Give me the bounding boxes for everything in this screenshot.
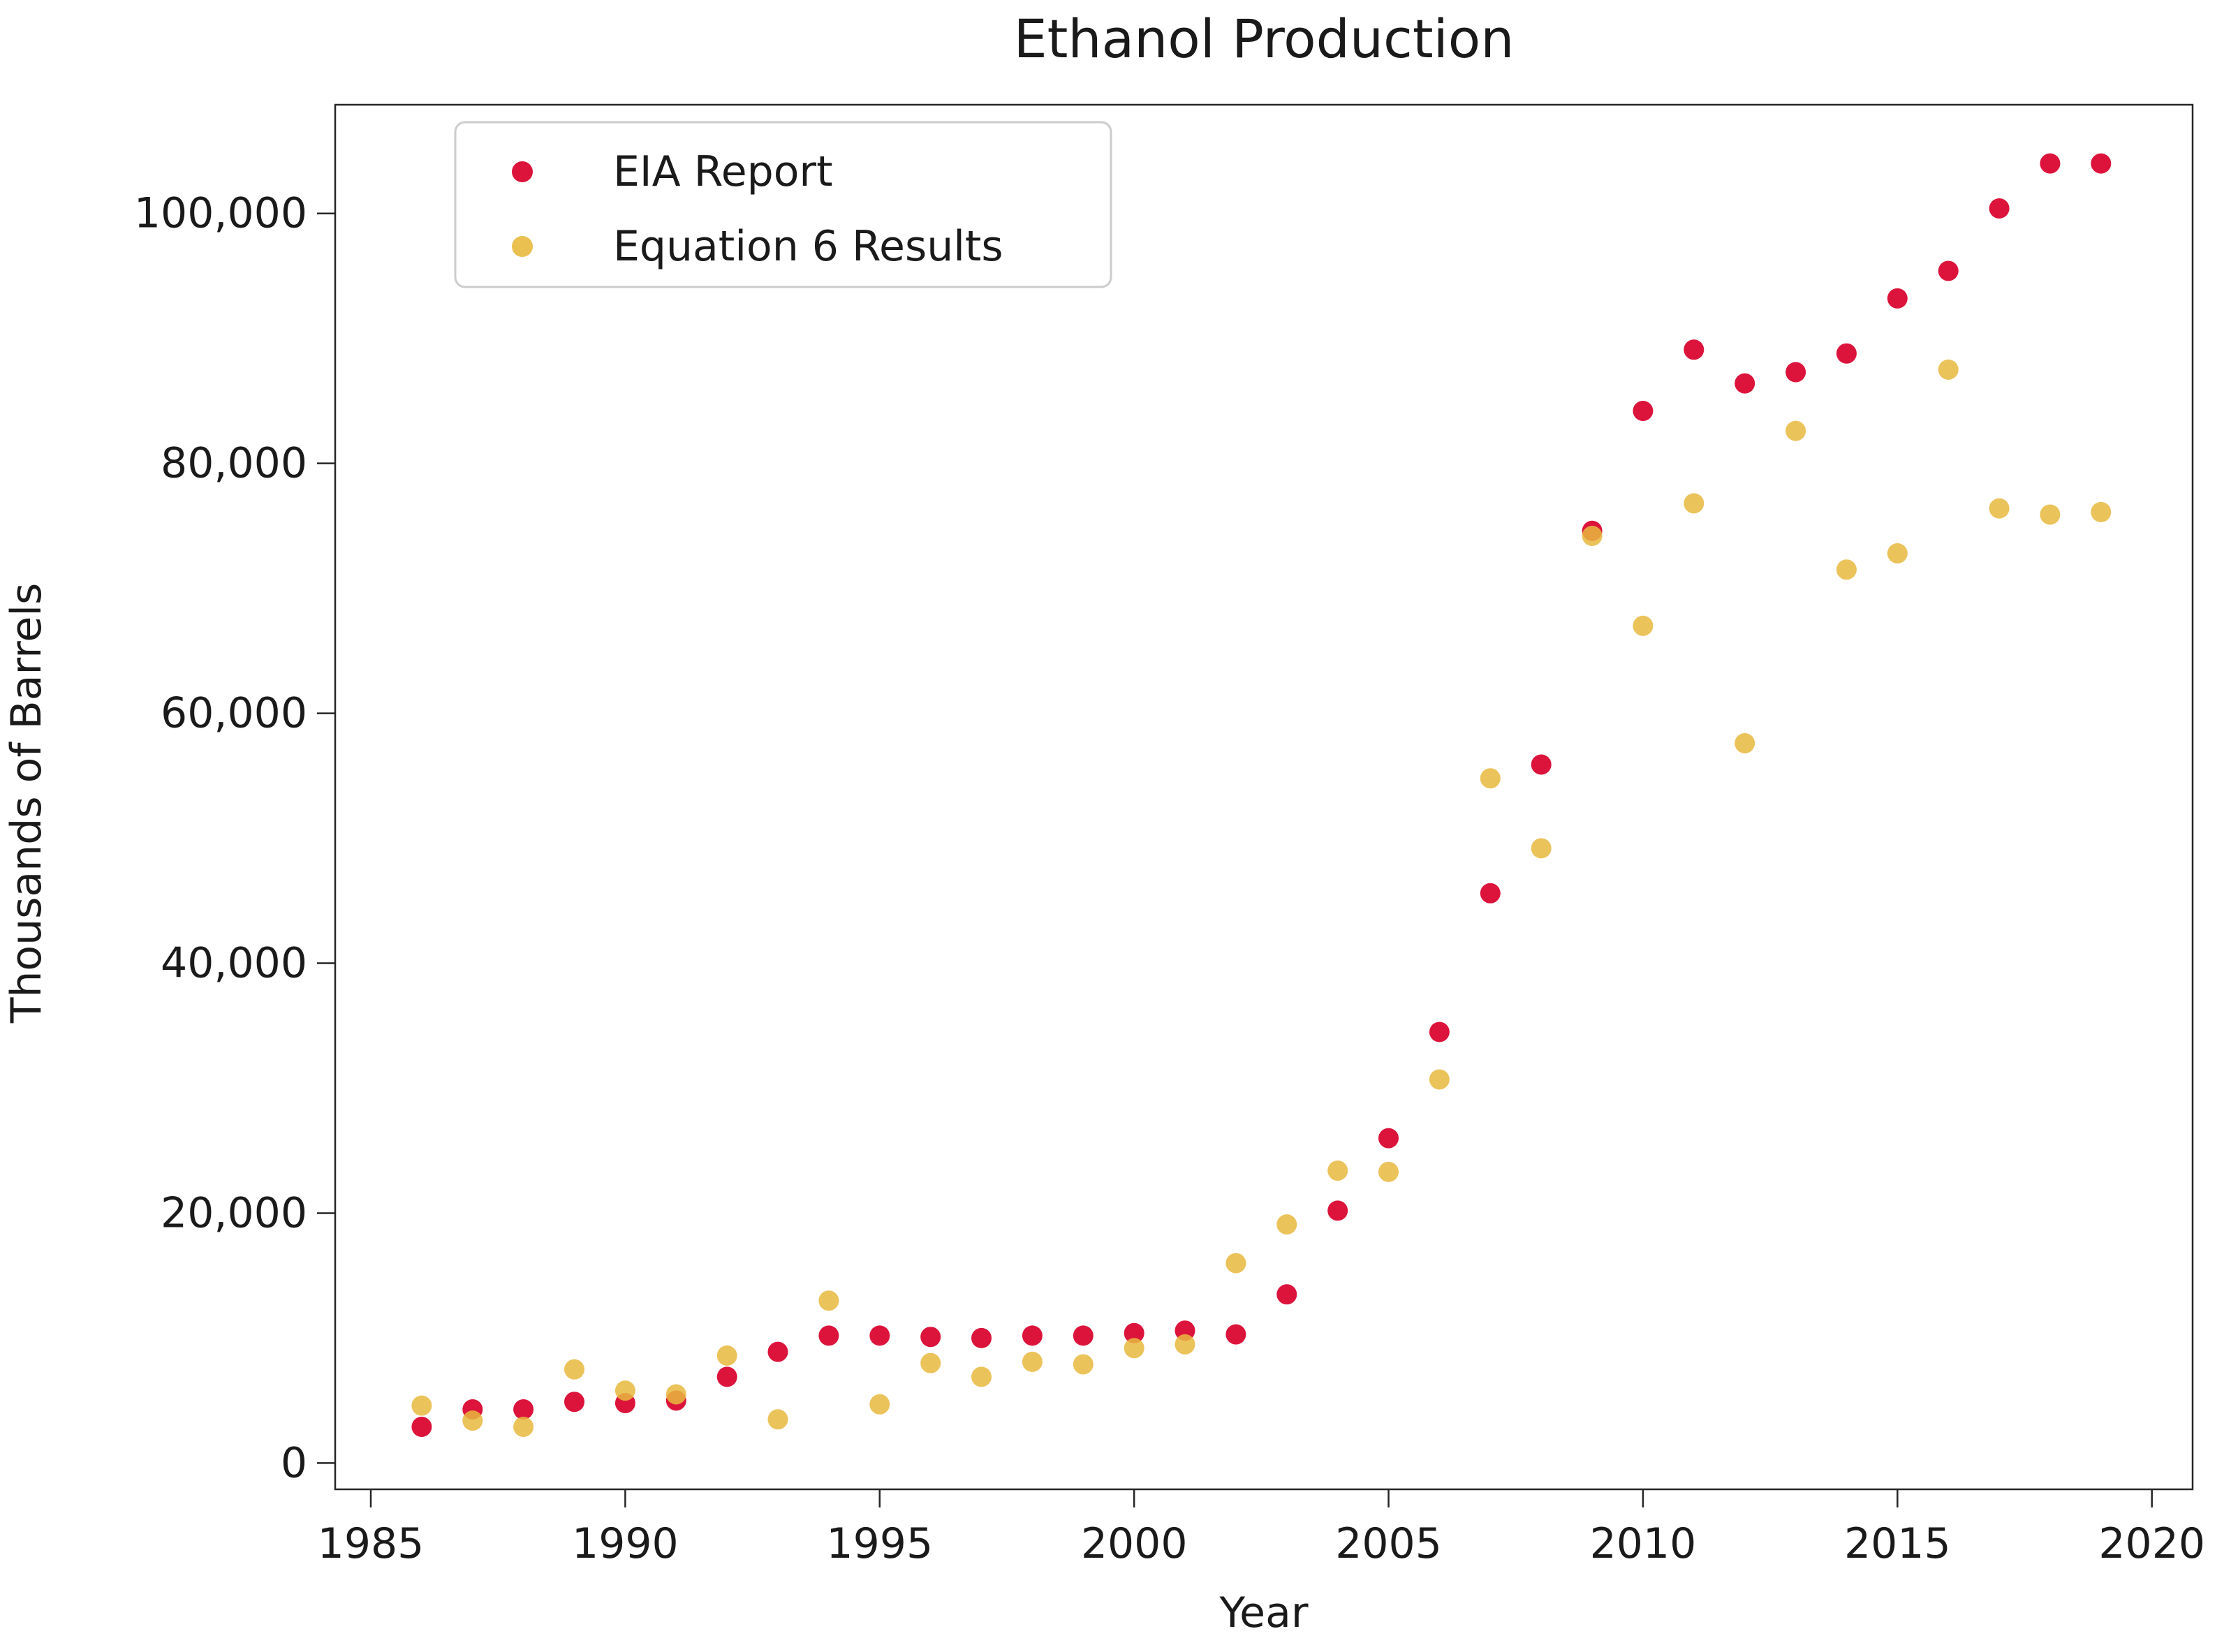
- data-point-equation-6-results-2003: [1276, 1214, 1297, 1235]
- legend-label-eia-report: EIA Report: [613, 147, 833, 196]
- data-point-equation-6-results-2013: [1785, 420, 1806, 441]
- data-point-eia-report-2013: [1785, 362, 1806, 383]
- data-point-eia-report-1998: [1022, 1325, 1043, 1346]
- data-point-eia-report-2015: [1887, 288, 1908, 309]
- data-point-eia-report-2012: [1735, 373, 1755, 394]
- data-point-equation-6-results-1994: [818, 1290, 839, 1311]
- x-tick-label-2000: 2000: [1081, 1519, 1188, 1568]
- data-point-eia-report-1992: [716, 1366, 737, 1387]
- legend-swatch-eia-report-icon: [512, 161, 533, 182]
- data-point-equation-6-results-2008: [1531, 838, 1552, 859]
- legend-item-equation-6-results: Equation 6 Results: [512, 222, 1003, 271]
- y-tick-label-40,000: 40,000: [161, 939, 307, 988]
- data-point-eia-report-1986: [411, 1417, 432, 1437]
- data-point-equation-6-results-2015: [1887, 543, 1908, 563]
- data-point-eia-report-2011: [1684, 339, 1704, 360]
- data-point-equation-6-results-1990: [614, 1380, 635, 1401]
- x-tick-label-1990: 1990: [572, 1519, 679, 1568]
- plot-area-border: [334, 103, 2194, 1491]
- data-point-equation-6-results-2016: [1938, 359, 1959, 380]
- data-point-eia-report-2004: [1327, 1200, 1348, 1221]
- x-tick-label-2015: 2015: [1844, 1519, 1951, 1568]
- data-point-eia-report-1996: [920, 1327, 941, 1348]
- data-point-equation-6-results-1986: [411, 1395, 432, 1416]
- data-point-equation-6-results-1996: [920, 1352, 941, 1373]
- data-point-equation-6-results-2005: [1378, 1161, 1399, 1182]
- data-point-eia-report-2008: [1531, 754, 1552, 775]
- data-point-eia-report-2000: [1124, 1322, 1144, 1343]
- data-point-equation-6-results-1989: [564, 1359, 584, 1380]
- axis-ticks: 1985 1990 1995 2000 2005 2010 2015 2020 0 20,000 4…: [134, 189, 2205, 1568]
- y-tick-label-0: 0: [281, 1438, 307, 1487]
- data-point-equation-6-results-1998: [1022, 1351, 1043, 1372]
- y-tick-label-100,000: 100,000: [134, 189, 307, 238]
- data-point-eia-report-1993: [767, 1341, 788, 1362]
- x-tick-label-1995: 1995: [826, 1519, 933, 1568]
- data-point-equation-6-results-2004: [1327, 1160, 1348, 1181]
- data-point-equation-6-results-1999: [1073, 1354, 1094, 1375]
- data-point-eia-report-1999: [1073, 1325, 1094, 1346]
- x-axis-label: Year: [1218, 1588, 1308, 1637]
- x-tick-label-2005: 2005: [1335, 1519, 1442, 1568]
- data-point-equation-6-results-1988: [513, 1417, 534, 1437]
- chart-title: Ethanol Production: [1014, 8, 1515, 70]
- legend: EIA Report Equation 6 Results: [454, 121, 1112, 288]
- data-point-eia-report-1995: [869, 1325, 890, 1346]
- legend-item-eia-report: EIA Report: [512, 147, 833, 196]
- legend-box: [454, 121, 1112, 288]
- data-point-equation-6-results-2014: [1836, 559, 1857, 580]
- data-point-eia-report-1994: [818, 1325, 839, 1346]
- data-point-equation-6-results-2017: [1989, 498, 2010, 519]
- data-point-eia-report-2005: [1378, 1128, 1399, 1149]
- data-point-eia-report-1989: [564, 1392, 584, 1413]
- data-point-eia-report-2014: [1836, 343, 1857, 364]
- x-tick-label-2020: 2020: [2098, 1519, 2205, 1568]
- data-point-eia-report-1988: [513, 1399, 534, 1419]
- x-tick-label-1985: 1985: [318, 1519, 425, 1568]
- legend-label-equation-6-results: Equation 6 Results: [613, 222, 1003, 271]
- y-tick-label-60,000: 60,000: [161, 689, 307, 738]
- data-point-equation-6-results-2002: [1225, 1253, 1246, 1274]
- data-point-equation-6-results-2007: [1480, 768, 1501, 789]
- data-point-eia-report-2017: [1989, 198, 2010, 219]
- data-point-eia-report-1997: [971, 1327, 992, 1348]
- data-point-equation-6-results-2009: [1582, 526, 1603, 546]
- legend-swatch-equation-6-results-icon: [512, 236, 533, 257]
- y-tick-label-20,000: 20,000: [161, 1188, 307, 1237]
- data-point-eia-report-2006: [1429, 1022, 1450, 1042]
- data-point-equation-6-results-2012: [1735, 733, 1755, 753]
- data-point-equation-6-results-1991: [665, 1384, 686, 1405]
- data-point-eia-report-2016: [1938, 260, 1959, 281]
- data-point-equation-6-results-2018: [2040, 504, 2061, 525]
- data-point-eia-report-2018: [2040, 153, 2061, 174]
- data-point-equation-6-results-1995: [869, 1394, 890, 1415]
- data-point-eia-report-2010: [1633, 401, 1654, 421]
- data-points: [411, 153, 2112, 1437]
- data-point-equation-6-results-2006: [1429, 1069, 1450, 1090]
- y-tick-label-80,000: 80,000: [161, 439, 307, 488]
- data-point-equation-6-results-1987: [462, 1410, 483, 1431]
- data-point-eia-report-2019: [2091, 153, 2112, 174]
- data-point-equation-6-results-2010: [1633, 615, 1654, 636]
- y-axis-label: Thousands of Barrels: [2, 583, 51, 1024]
- data-point-equation-6-results-1993: [767, 1409, 788, 1430]
- data-point-eia-report-2007: [1480, 883, 1501, 904]
- data-point-equation-6-results-2011: [1684, 493, 1704, 514]
- data-point-equation-6-results-1997: [971, 1366, 992, 1387]
- data-point-equation-6-results-2001: [1175, 1334, 1195, 1355]
- data-point-equation-6-results-2000: [1124, 1338, 1144, 1359]
- data-point-equation-6-results-1992: [716, 1345, 737, 1366]
- data-point-eia-report-2002: [1225, 1324, 1246, 1345]
- data-point-eia-report-2003: [1276, 1284, 1297, 1305]
- x-tick-label-2010: 2010: [1590, 1519, 1697, 1568]
- data-point-equation-6-results-2019: [2091, 501, 2112, 522]
